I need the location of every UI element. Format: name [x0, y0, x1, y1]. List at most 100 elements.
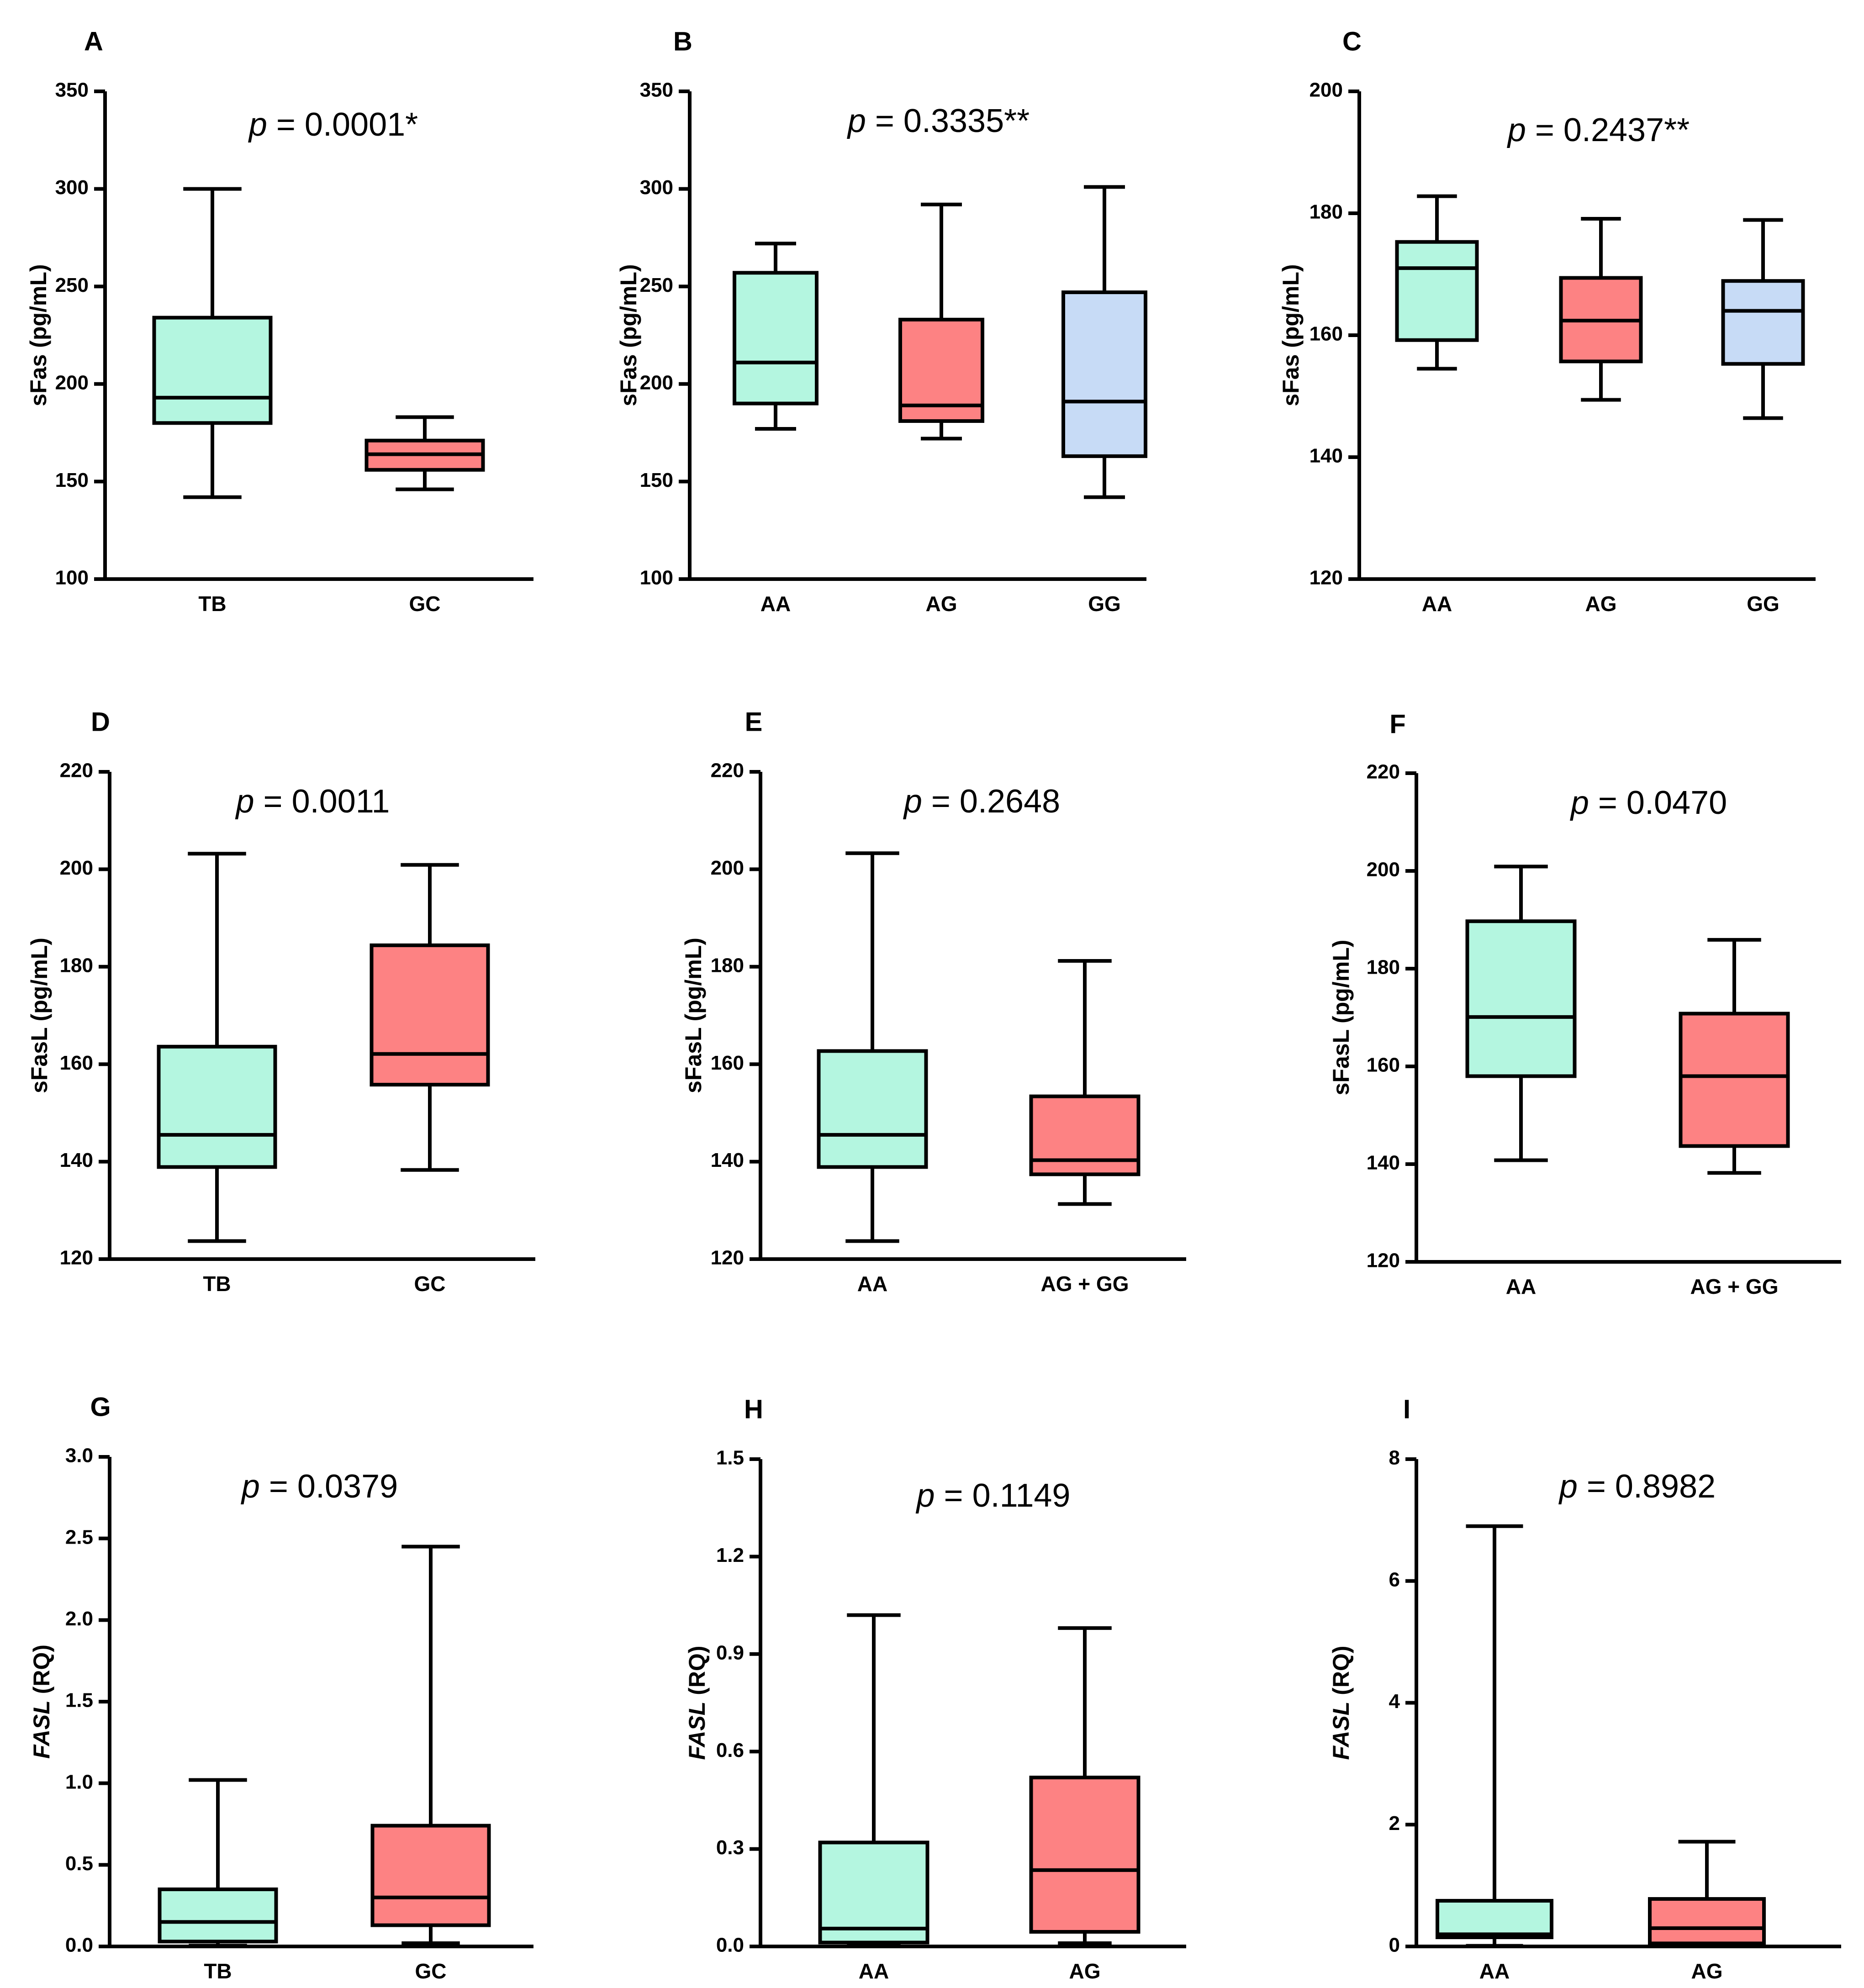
box-b-ag [898, 202, 984, 441]
panel-label-g: G [90, 1392, 111, 1422]
y-axis-title-text-g: (RQ) [29, 1645, 54, 1700]
y-tick-label-h: 1.5 [716, 1447, 744, 1469]
iqr-box [733, 271, 818, 406]
x-category-label-e: AA [857, 1272, 887, 1296]
p-symbol-h: p [916, 1477, 935, 1514]
iqr-box [817, 1049, 928, 1169]
y-tick-label-a: 300 [55, 176, 89, 199]
y-tick-label-f: 180 [1367, 956, 1400, 979]
iqr-box [1679, 1012, 1790, 1148]
y-tick-label-a: 350 [55, 79, 89, 101]
y-tick-label-f: 200 [1367, 859, 1400, 881]
y-tick-label-d: 200 [60, 857, 93, 879]
y-tick-label-a: 150 [55, 469, 89, 491]
iqr-box [157, 1044, 277, 1169]
box-i-aa [1436, 1524, 1553, 1948]
y-tick-label-e: 140 [711, 1149, 744, 1171]
panel-c: C 120 140 160 180 200 sFas (pg/mL) p = 0.2437**… [1278, 26, 1816, 616]
panel-label-h: H [744, 1394, 763, 1424]
y-tick-label-i: 6 [1389, 1568, 1400, 1591]
y-axis-title-text-a: sFas (pg/mL) [26, 264, 51, 406]
y-tick-label-f: 220 [1367, 761, 1400, 783]
y-tick-label-b: 150 [640, 469, 673, 491]
x-category-label-b: GG [1088, 592, 1121, 616]
y-tick-label-h: 0.6 [716, 1739, 744, 1761]
p-symbol-a: p [248, 106, 267, 143]
y-tick-label-d: 140 [60, 1149, 93, 1171]
box-e-ag-gg [1029, 959, 1141, 1206]
p-symbol-f: p [1570, 785, 1589, 821]
iqr-box [370, 943, 490, 1087]
y-axis-title-h: FASL (RQ) [684, 1646, 710, 1760]
y-axis-title-e: sFasL (pg/mL) [681, 938, 706, 1093]
y-tick-label-i: 0 [1389, 1934, 1400, 1956]
box-h-ag [1029, 1626, 1141, 1945]
p-number-i: = 0.8982 [1578, 1468, 1716, 1505]
y-tick-label-g: 2.5 [65, 1526, 93, 1548]
box-i-ag [1648, 1840, 1766, 1948]
y-tick-label-e: 180 [711, 954, 744, 976]
p-number-e: = 0.2648 [922, 783, 1060, 820]
panel-label-b: B [673, 26, 692, 56]
y-axis-title-text-c: sFas (pg/mL) [1278, 264, 1304, 406]
panel-i: I 0 2 4 6 8 FASL (RQ) p = 0.8982 AA AG [1328, 1394, 1841, 1983]
p-value-c: p = 0.2437** [1507, 112, 1690, 148]
x-category-label-a: TB [198, 592, 226, 616]
panel-label-e: E [745, 707, 763, 737]
y-tick-label-c: 180 [1310, 201, 1343, 223]
y-tick-label-a: 200 [55, 371, 89, 394]
y-tick-label-e: 220 [711, 759, 744, 782]
x-category-label-h: AG [1069, 1959, 1101, 1983]
box-c-aa [1395, 194, 1479, 371]
y-tick-label-a: 100 [55, 567, 89, 589]
p-symbol-e: p [903, 783, 922, 820]
x-category-label-e: AG + GG [1041, 1272, 1129, 1296]
x-category-label-c: AG [1585, 592, 1617, 616]
p-value-e: p = 0.2648 [903, 783, 1060, 820]
iqr-box [1029, 1094, 1141, 1176]
y-axis-title-f: sFasL (pg/mL) [1328, 940, 1354, 1096]
y-axis-title-gene-h: FASL [684, 1702, 710, 1760]
iqr-box [1721, 279, 1805, 366]
x-category-label-f: AG + GG [1690, 1275, 1779, 1298]
y-tick-label-f: 160 [1367, 1054, 1400, 1076]
box-c-ag [1559, 217, 1643, 402]
iqr-box [1465, 919, 1577, 1078]
iqr-box [158, 1887, 278, 1944]
y-tick-label-g: 0.0 [65, 1934, 93, 1956]
y-tick-label-e: 160 [711, 1052, 744, 1074]
y-tick-label-i: 2 [1389, 1812, 1400, 1835]
p-symbol-c: p [1507, 112, 1526, 148]
box-f-aa [1465, 865, 1577, 1162]
y-tick-label-f: 140 [1367, 1152, 1400, 1174]
box-e-aa [817, 851, 928, 1243]
iqr-box [1029, 1776, 1141, 1934]
box-b-gg [1061, 185, 1147, 499]
p-value-b: p = 0.3335** [847, 103, 1030, 139]
y-tick-label-i: 8 [1389, 1447, 1400, 1469]
p-value-h: p = 0.1149 [916, 1477, 1071, 1514]
x-category-label-d: GC [414, 1272, 446, 1296]
panel-label-c: C [1342, 26, 1362, 56]
panel-label-d: D [91, 707, 110, 737]
panel-label-a: A [84, 26, 103, 56]
x-category-label-f: AA [1506, 1275, 1536, 1298]
y-axis-title-gene-i: FASL [1328, 1702, 1354, 1760]
iqr-box [1648, 1897, 1766, 1946]
panel-label-f: F [1389, 709, 1405, 739]
box-a-gc [364, 415, 485, 491]
x-category-label-h: AA [859, 1959, 889, 1983]
y-tick-label-a: 250 [55, 274, 89, 296]
y-tick-label-f: 120 [1367, 1250, 1400, 1272]
y-axis-title-text-d: sFasL (pg/mL) [26, 938, 52, 1093]
y-axis-title-text-i: (RQ) [1328, 1646, 1354, 1702]
y-axis-title-gene-g: FASL [29, 1700, 54, 1759]
y-axis-title-c: sFas (pg/mL) [1278, 264, 1304, 406]
y-tick-label-g: 1.0 [65, 1771, 93, 1793]
panel-d: D 120 140 160 180 200 220 sFasL (pg/mL) p = 0.00… [26, 707, 535, 1296]
box-d-tb [157, 852, 277, 1243]
p-symbol-i: p [1558, 1468, 1578, 1505]
p-symbol-d: p [235, 783, 254, 820]
iqr-box [1436, 1898, 1553, 1939]
y-tick-label-i: 4 [1389, 1690, 1400, 1713]
